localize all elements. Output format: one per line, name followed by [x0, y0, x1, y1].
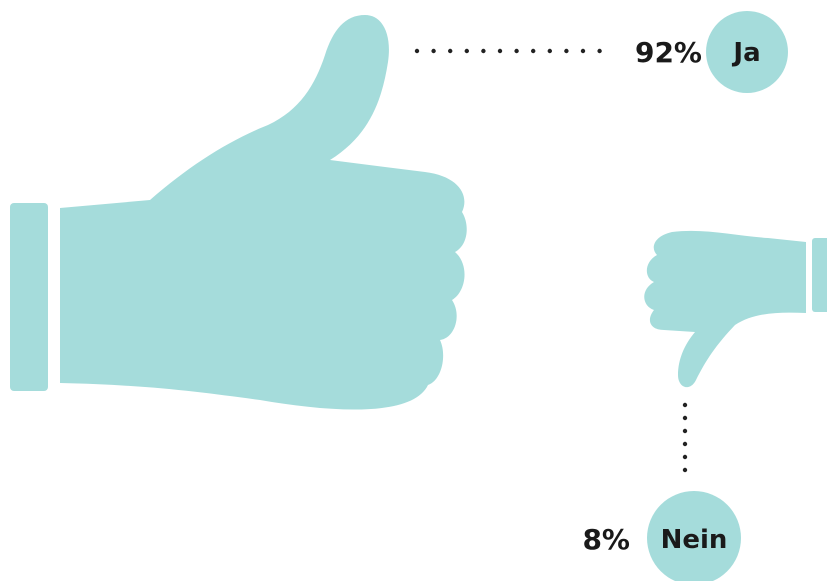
- leader-dot: [682, 415, 688, 421]
- leader-dot: [682, 467, 688, 473]
- thumbs-up-icon: [10, 15, 467, 410]
- category-label-nein: Nein: [661, 525, 728, 555]
- leader-dot: [448, 48, 453, 54]
- leader-dot: [564, 48, 569, 54]
- leader-dot: [547, 48, 552, 54]
- category-label-ja: Ja: [731, 38, 760, 68]
- leader-dot: [597, 48, 602, 54]
- leader-line-ja: [414, 48, 602, 54]
- leader-line-nein: [682, 402, 688, 473]
- badge-nein: Nein: [647, 491, 741, 581]
- leader-dot: [682, 441, 688, 447]
- leader-dot: [514, 48, 519, 54]
- leader-dot: [682, 402, 688, 408]
- leader-dot: [414, 48, 420, 54]
- value-label-nein: 8%: [582, 523, 630, 556]
- leader-dot: [580, 48, 586, 54]
- leader-dot: [431, 48, 436, 54]
- badge-ja: Ja: [706, 11, 788, 93]
- value-label-ja: 92%: [635, 36, 702, 69]
- leader-dot: [497, 48, 503, 54]
- leader-dot: [682, 454, 688, 460]
- leader-dot: [682, 428, 688, 434]
- leader-dot: [464, 48, 469, 54]
- thumbs-down-icon: [644, 230, 827, 388]
- leader-dot: [531, 48, 536, 54]
- badge-circle-ja: [706, 11, 788, 93]
- badge-circle-nein: [647, 491, 741, 581]
- leader-dot: [481, 48, 486, 54]
